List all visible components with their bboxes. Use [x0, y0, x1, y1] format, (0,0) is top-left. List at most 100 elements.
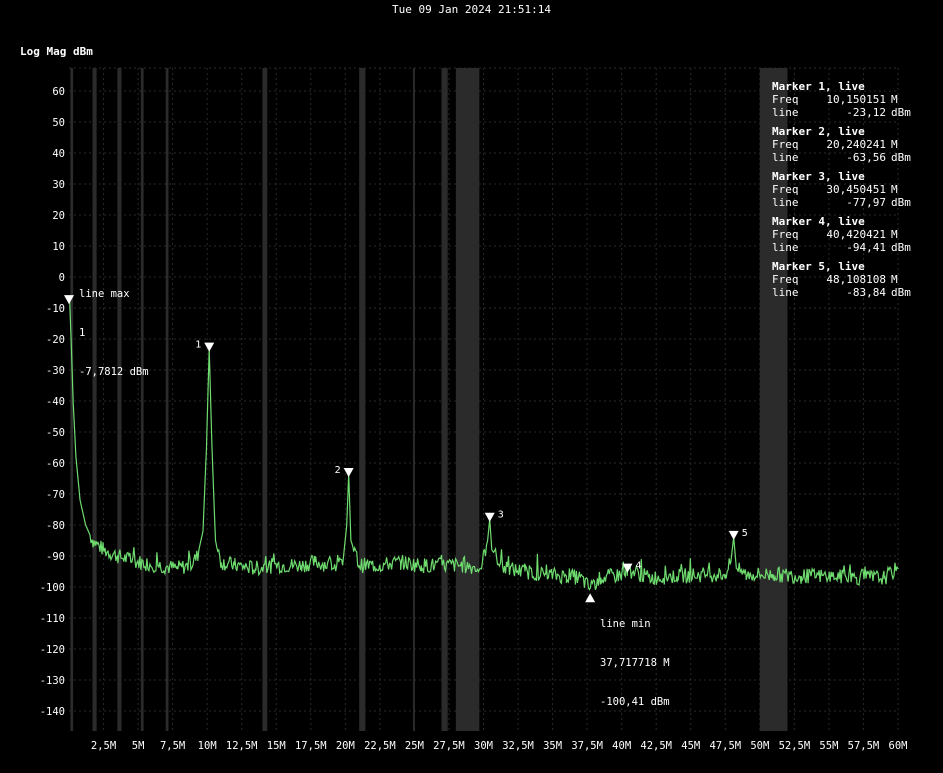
marker-readout: Marker 2, live Freq 20,240241 M line -63,56…	[772, 125, 911, 164]
x-tick-label: 47,5M	[709, 740, 741, 752]
y-tick-label: 10	[52, 241, 65, 253]
marker-freq-unit: M	[891, 273, 898, 286]
shaded-band	[441, 68, 448, 731]
shaded-band	[412, 68, 415, 731]
marker-triangles: 1 2 3 4 5	[64, 295, 748, 603]
marker-title: Marker 1, live	[772, 80, 865, 93]
x-tick-label: 45M	[681, 740, 700, 752]
shaded-band	[455, 68, 480, 731]
marker-freq-key: Freq	[772, 138, 799, 151]
x-tick-label: 15M	[267, 740, 286, 752]
marker-freq-value: 40,420421	[826, 228, 886, 241]
marker-line-key: line	[772, 196, 799, 209]
marker-freq-unit: M	[891, 183, 898, 196]
y-tick-label: -10	[46, 303, 65, 315]
x-tick-label: 25M	[405, 740, 424, 752]
line-min-annotation: line min 37,717718 M -100,41 dBm	[600, 592, 670, 722]
y-tick-label: -100	[40, 582, 65, 594]
line-min-freq: 37,717718 M	[600, 657, 670, 669]
y-tick-label: -70	[46, 489, 65, 501]
y-tick-label: 30	[52, 179, 65, 191]
marker-title: Marker 5, live	[772, 260, 865, 273]
shaded-bands	[70, 68, 788, 731]
line-max-value: -7,7812 dBm	[79, 366, 149, 378]
marker-3-triangle	[484, 512, 495, 522]
marker-line-value: -77,97	[846, 196, 886, 209]
marker-1-label: 1	[195, 340, 201, 351]
marker-line-unit: dBm	[891, 196, 911, 209]
marker-line-key: line	[772, 286, 799, 299]
y-tick-label: -50	[46, 427, 65, 439]
marker-readout: Marker 5, live Freq 48,108108 M line -83,84…	[772, 260, 911, 299]
marker-freq-unit: M	[891, 93, 898, 106]
x-tick-label: 7,5M	[160, 740, 185, 752]
marker-freq-key: Freq	[772, 273, 799, 286]
y-tick-label: 20	[52, 210, 65, 222]
marker-freq-unit: M	[891, 228, 898, 241]
marker-freq-value: 20,240241	[826, 138, 886, 151]
x-tick-label: 27,5M	[433, 740, 465, 752]
marker-readout: Marker 1, live Freq 10,150151 M line -23,12…	[772, 80, 911, 119]
x-tick-label: 50M	[750, 740, 769, 752]
y-tick-label: -140	[40, 706, 65, 718]
shaded-band	[165, 68, 169, 731]
line-max-title: line max	[79, 288, 130, 300]
marker-freq-key: Freq	[772, 228, 799, 241]
shaded-band	[92, 68, 97, 731]
marker-line-value: -83,84	[846, 286, 886, 299]
marker-2-label: 2	[335, 465, 341, 476]
line-min-triangle	[585, 593, 596, 603]
marker-freq-value: 10,150151	[826, 93, 886, 106]
x-tick-label: 55M	[819, 740, 838, 752]
marker-freq-value: 48,108108	[826, 273, 886, 286]
line-max-annotation: line max 1 -7,7812 dBm	[79, 262, 149, 392]
marker-line-key: line	[772, 241, 799, 254]
marker-line-unit: dBm	[891, 286, 911, 299]
line-max-triangle	[64, 295, 74, 305]
y-tick-label: -20	[46, 334, 65, 346]
x-tick-label: 12,5M	[226, 740, 258, 752]
chart-timestamp: Tue 09 Jan 2024 21:51:14	[392, 3, 551, 16]
x-tick-label: 22,5M	[364, 740, 396, 752]
grid-lines	[69, 67, 899, 731]
line-min-value: -100,41 dBm	[600, 696, 670, 708]
marker-line-key: line	[772, 106, 799, 119]
marker-freq-unit: M	[891, 138, 898, 151]
x-tick-labels: 2,5M 5M 7,5M 10M 12,5M 15M 17,5M 20M 22,5M 25M 27,…	[91, 740, 908, 752]
y-tick-label: -60	[46, 458, 65, 470]
marker-line-unit: dBm	[891, 241, 911, 254]
marker-5-label: 5	[742, 528, 748, 539]
y-tick-label: 60	[52, 86, 65, 98]
marker-title: Marker 3, live	[772, 170, 865, 183]
marker-4-triangle	[622, 563, 633, 573]
y-tick-label: -120	[40, 644, 65, 656]
shaded-band	[140, 68, 144, 731]
x-tick-label: 60M	[889, 740, 908, 752]
marker-line-value: -23,12	[846, 106, 886, 119]
x-tick-label: 32,5M	[502, 740, 534, 752]
x-tick-label: 40M	[612, 740, 631, 752]
marker-freq-key: Freq	[772, 93, 799, 106]
marker-readout: Marker 3, live Freq 30,450451 M line -77,97…	[772, 170, 911, 209]
x-tick-label: 5M	[132, 740, 145, 752]
shaded-band	[359, 68, 366, 731]
shaded-band	[262, 68, 268, 731]
x-tick-label: 2,5M	[91, 740, 116, 752]
y-axis-title: Log Mag dBm	[20, 45, 93, 58]
y-tick-label: -130	[40, 675, 65, 687]
x-tick-label: 17,5M	[295, 740, 327, 752]
x-tick-label: 57,5M	[848, 740, 880, 752]
marker-freq-key: Freq	[772, 183, 799, 196]
x-tick-label: 37,5M	[571, 740, 603, 752]
marker-line-value: -94,41	[846, 241, 886, 254]
marker-title: Marker 2, live	[772, 125, 865, 138]
x-tick-label: 20M	[336, 740, 355, 752]
y-tick-label: -40	[46, 396, 65, 408]
x-tick-label: 30M	[474, 740, 493, 752]
marker-3-label: 3	[498, 510, 504, 521]
marker-readout-panel: Marker 1, live Freq 10,150151 M line -23,12…	[772, 80, 911, 305]
marker-4-label: 4	[635, 561, 641, 572]
shaded-band	[759, 68, 788, 731]
marker-title: Marker 4, live	[772, 215, 865, 228]
